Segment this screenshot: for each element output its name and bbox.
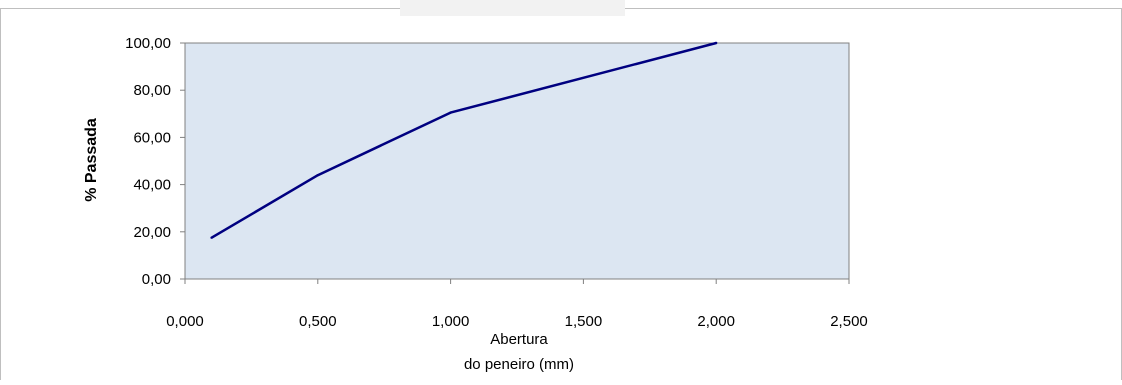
x-tick-label: 2,000 bbox=[697, 313, 735, 330]
x-axis-title-line-2: do peneiro (mm) bbox=[464, 356, 574, 373]
x-tick-label: 0,000 bbox=[166, 313, 204, 330]
data-point bbox=[316, 173, 319, 177]
top-shadow-strip bbox=[400, 0, 625, 16]
x-tick-label: 1,500 bbox=[565, 313, 603, 330]
y-tick-label: 0,00 bbox=[142, 271, 171, 288]
plot-area bbox=[184, 42, 850, 280]
x-tick-label: 0,500 bbox=[299, 313, 337, 330]
series-line bbox=[210, 41, 717, 239]
data-point bbox=[449, 111, 452, 114]
data-point bbox=[210, 236, 213, 239]
y-tick-label: 60,00 bbox=[133, 129, 171, 146]
y-tick-label: 100,00 bbox=[125, 35, 171, 52]
data-point bbox=[715, 41, 718, 45]
x-axis: 0,000 0,500 1,000 1,500 2,000 2,500 bbox=[166, 279, 868, 330]
y-tick-label: 40,00 bbox=[133, 177, 171, 194]
y-tick-label: 80,00 bbox=[133, 82, 171, 99]
x-tick-label: 2,500 bbox=[830, 313, 868, 330]
x-tick-label: 1,000 bbox=[432, 313, 470, 330]
y-axis: 0,00 20,00 40,00 60,00 80,00 100,00 bbox=[125, 35, 185, 288]
x-axis-title-line-1: Abertura bbox=[490, 331, 548, 348]
y-axis-title: % Passada bbox=[83, 118, 100, 202]
y-tick-label: 20,00 bbox=[133, 224, 171, 241]
series-layer bbox=[210, 41, 718, 239]
